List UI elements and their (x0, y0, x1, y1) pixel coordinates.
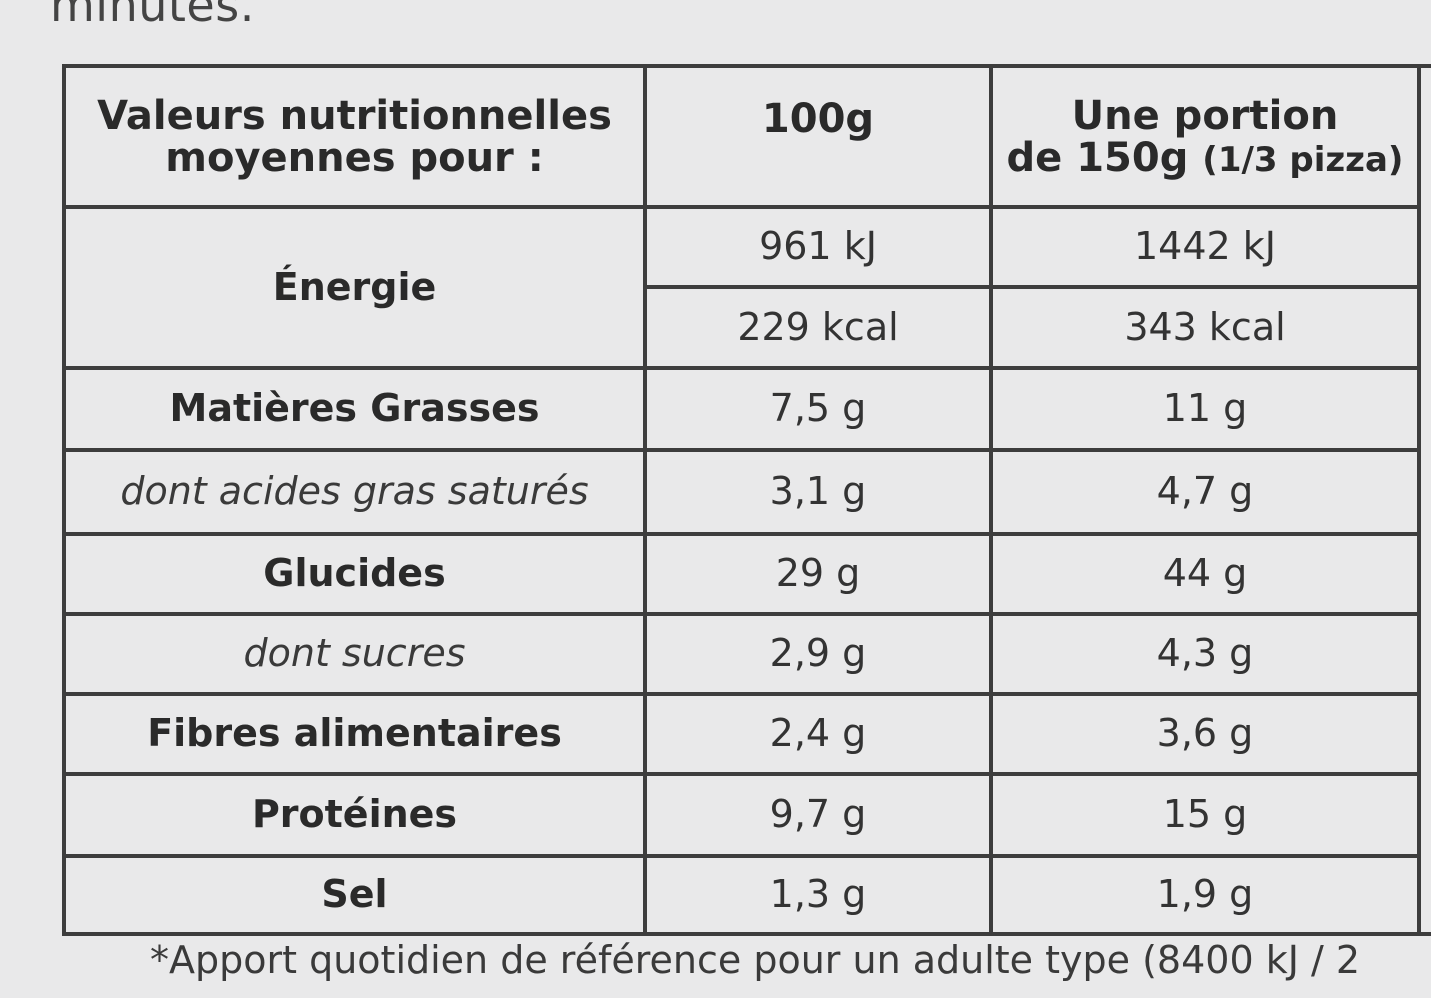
value-portion: 15 g (989, 772, 1421, 858)
value-100g: 2,4 g (643, 692, 993, 776)
row-label-proteines: Protéines (62, 772, 647, 858)
table-row: Fibres alimentaires 2,4 g 3,6 g (62, 692, 1431, 776)
value-portion: 1,9 g (989, 854, 1421, 936)
intro-text: minutes. (50, 0, 255, 32)
header-100g-cell: 100g (643, 64, 993, 209)
footnote-text: *Apport quotidien de référence pour un a… (150, 938, 1361, 982)
value-portion: 4,7 g (989, 448, 1421, 536)
table-row: Énergie 961 kJ 1442 kJ (62, 205, 1431, 370)
row-label-glucides: Glucides (62, 532, 647, 616)
header-label-line1: Valeurs nutritionnelles (97, 92, 612, 139)
value-portion: 4,3 g (989, 612, 1421, 696)
value-portion: 3,6 g (989, 692, 1421, 776)
value-100g: 7,5 g (643, 366, 993, 452)
value-portion: 11 g (989, 366, 1421, 452)
header-portion-cell: Une portion de 150g (1/3 pizza) (989, 64, 1421, 209)
table-row: dont sucres 2,9 g 4,3 g (62, 612, 1431, 696)
row-label-matieres-grasses: Matières Grasses (62, 366, 647, 452)
value-100g: 3,1 g (643, 448, 993, 536)
header-portion-line1: Une portion (1071, 92, 1339, 139)
table-header-row: Valeurs nutritionnelles moyennes pour : … (62, 64, 1431, 936)
value-portion-kj: 1442 kJ (989, 205, 1421, 289)
table-row: dont acides gras saturés 3,1 g 4,7 g (62, 448, 1431, 536)
header-label-line2: moyennes pour : (165, 134, 544, 181)
cut-off-column (1417, 64, 1431, 936)
value-100g-kcal: 229 kcal (643, 285, 993, 370)
value-100g: 9,7 g (643, 772, 993, 858)
value-portion: 44 g (989, 532, 1421, 616)
value-100g: 1,3 g (643, 854, 993, 936)
row-label-sel: Sel (62, 854, 647, 936)
header-portion-note: (1/3 pizza) (1202, 139, 1404, 180)
header-label-cell: Valeurs nutritionnelles moyennes pour : (62, 64, 647, 209)
nutrition-table-container: Valeurs nutritionnelles moyennes pour : … (62, 64, 1431, 936)
table-row: 229 kcal 343 kcal (64, 285, 1431, 370)
table-row: Glucides 29 g 44 g (62, 532, 1431, 616)
row-label-fibres: Fibres alimentaires (62, 692, 647, 776)
header-100g: 100g (761, 96, 875, 142)
value-portion-kcal: 343 kcal (989, 285, 1421, 370)
value-100g-kj: 961 kJ (643, 205, 993, 289)
header-portion-line2: de 150g (1006, 134, 1189, 181)
table-row: Sel 1,3 g 1,9 g (62, 854, 1431, 936)
table-row: Protéines 9,7 g 15 g (62, 772, 1431, 858)
value-100g: 29 g (643, 532, 993, 616)
nutrition-table: Valeurs nutritionnelles moyennes pour : … (62, 64, 1431, 936)
table-row: Matières Grasses 7,5 g 11 g (62, 366, 1431, 452)
value-100g: 2,9 g (643, 612, 993, 696)
row-label-dont-sucres: dont sucres (62, 612, 647, 696)
row-label-acides-gras-satures: dont acides gras saturés (62, 448, 647, 536)
row-label-energie: Énergie (62, 205, 647, 370)
